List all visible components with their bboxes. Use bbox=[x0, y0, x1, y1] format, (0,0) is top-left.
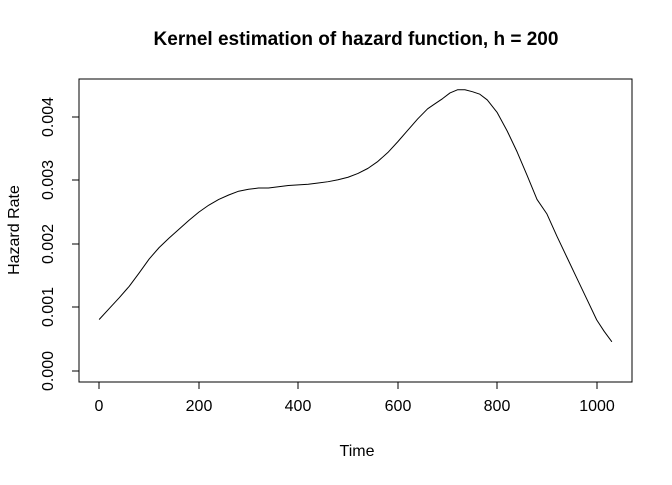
x-tick-label: 0 bbox=[95, 398, 104, 415]
x-tick-label: 1000 bbox=[579, 398, 615, 415]
x-tick-label: 600 bbox=[385, 398, 412, 415]
x-tick-label: 400 bbox=[285, 398, 312, 415]
y-tick-label: 0.001 bbox=[40, 287, 57, 327]
y-tick-label: 0.003 bbox=[40, 160, 57, 200]
y-tick-label: 0.002 bbox=[40, 224, 57, 264]
chart-title: Kernel estimation of hazard function, h … bbox=[153, 29, 559, 50]
x-axis-label: Time bbox=[339, 443, 375, 460]
y-axis-label: Hazard Rate bbox=[6, 185, 23, 275]
y-tick-label: 0.000 bbox=[40, 351, 57, 391]
y-tick-label: 0.004 bbox=[40, 97, 57, 137]
plot-border bbox=[78, 78, 633, 383]
x-tick-label: 200 bbox=[186, 398, 213, 415]
hazard-curve bbox=[98, 89, 613, 342]
x-tick-label: 800 bbox=[484, 398, 511, 415]
